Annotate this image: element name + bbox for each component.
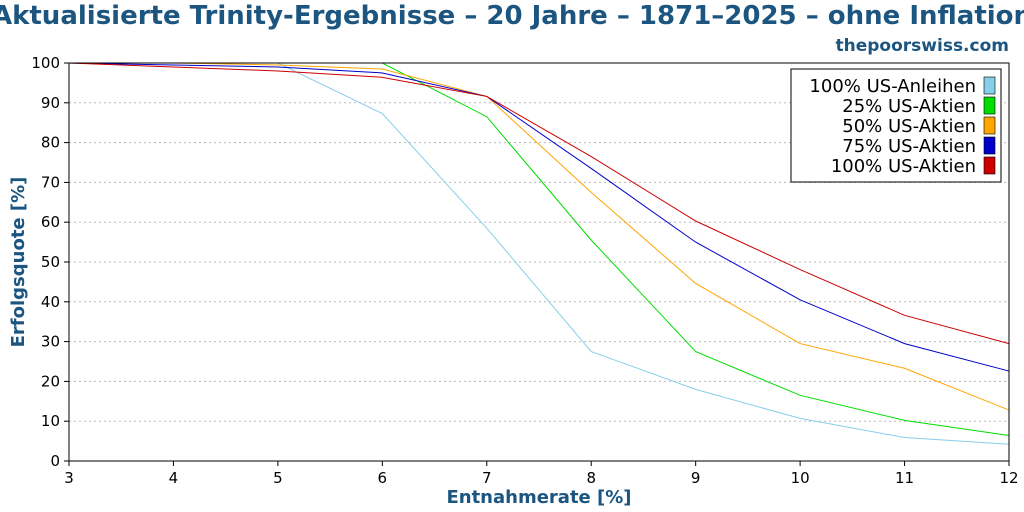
y-tick-label: 80 [41, 134, 60, 152]
x-tick-label: 10 [791, 469, 810, 487]
y-axis-label: Erfolgsquote [%] [8, 177, 29, 348]
x-tick-label: 6 [378, 469, 388, 487]
x-tick-label: 9 [691, 469, 701, 487]
legend-swatch [983, 156, 996, 175]
x-axis-label: Entnahmerate [%] [446, 487, 631, 508]
x-tick-label: 7 [482, 469, 492, 487]
x-tick-label: 8 [586, 469, 596, 487]
x-axis-ticks: 3 4 5 6 7 8 9 10 11 12 [64, 461, 1019, 487]
y-tick-label: 50 [41, 253, 60, 271]
x-tick-label: 5 [273, 469, 283, 487]
legend-swatch [983, 96, 996, 115]
y-tick-label: 30 [41, 333, 60, 351]
y-tick-label: 90 [41, 94, 60, 112]
legend-swatch [983, 76, 996, 95]
legend-label: 100% US-Aktien [831, 156, 976, 177]
grid-lines [69, 102, 1009, 422]
y-tick-label: 40 [41, 293, 60, 311]
legend-label: 50% US-Aktien [842, 116, 976, 137]
legend-label: 100% US-Anleihen [809, 76, 976, 97]
series-line [68, 62, 1010, 372]
series-line [69, 62, 1010, 411]
y-tick-label: 60 [41, 213, 60, 231]
y-tick-label: 100 [31, 54, 60, 72]
x-tick-label: 3 [64, 469, 74, 487]
y-axis-ticks: 0 10 20 30 40 50 60 70 80 90 100 [31, 54, 69, 470]
chart-title: Aktualisierte Trinity-Ergebnisse – 20 Ja… [0, 1, 1024, 31]
legend-box [790, 68, 1002, 183]
x-tick-label: 11 [895, 469, 914, 487]
x-tick-label: 4 [169, 469, 179, 487]
legend-swatch [983, 136, 996, 155]
legend-label: 75% US-Aktien [842, 136, 976, 157]
y-tick-label: 20 [41, 372, 60, 390]
chart-subtitle: thepoorswiss.com [836, 36, 1010, 56]
x-tick-label: 12 [999, 469, 1018, 487]
series-line [68, 62, 1010, 345]
legend-swatch [983, 116, 996, 135]
y-tick-label: 70 [41, 173, 60, 191]
y-tick-label: 0 [50, 452, 60, 470]
legend-label: 25% US-Aktien [842, 96, 976, 117]
y-tick-label: 10 [41, 412, 60, 430]
